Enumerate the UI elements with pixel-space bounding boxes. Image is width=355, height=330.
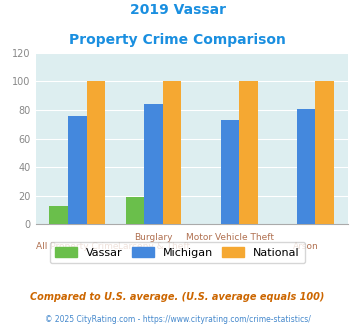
Bar bbox=[220, 120, 239, 224]
Bar bbox=[87, 82, 105, 224]
Bar bbox=[163, 82, 181, 224]
Bar bbox=[297, 109, 315, 224]
Text: Larceny & Theft: Larceny & Theft bbox=[118, 242, 190, 250]
Bar bbox=[49, 206, 68, 224]
Text: Compared to U.S. average. (U.S. average equals 100): Compared to U.S. average. (U.S. average … bbox=[30, 292, 325, 302]
Bar bbox=[315, 82, 334, 224]
Text: 2019 Vassar: 2019 Vassar bbox=[130, 3, 225, 17]
Bar bbox=[144, 104, 163, 224]
Text: Arson: Arson bbox=[293, 242, 319, 250]
Bar bbox=[68, 116, 87, 224]
Text: © 2025 CityRating.com - https://www.cityrating.com/crime-statistics/: © 2025 CityRating.com - https://www.city… bbox=[45, 315, 310, 324]
Text: All Property Crime: All Property Crime bbox=[36, 242, 119, 250]
Bar bbox=[126, 197, 144, 224]
Text: Burglary: Burglary bbox=[134, 233, 173, 242]
Text: Property Crime Comparison: Property Crime Comparison bbox=[69, 33, 286, 47]
Text: Motor Vehicle Theft: Motor Vehicle Theft bbox=[186, 233, 274, 242]
Legend: Vassar, Michigan, National: Vassar, Michigan, National bbox=[50, 242, 305, 263]
Bar bbox=[239, 82, 258, 224]
